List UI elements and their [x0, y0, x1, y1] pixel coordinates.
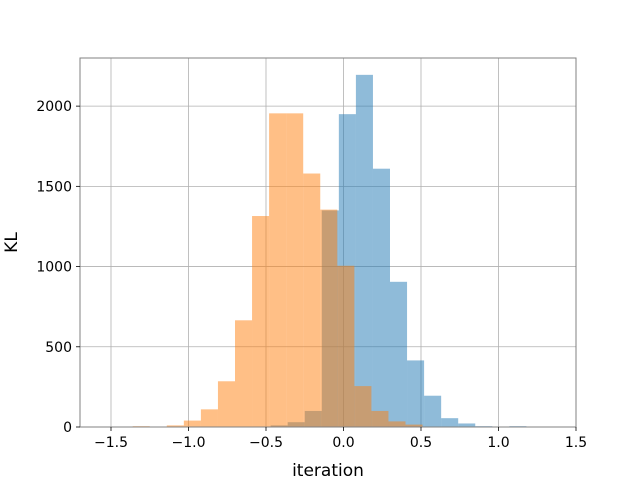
x-tick-label: −1.5	[94, 435, 128, 451]
histogram-bar-series-1	[390, 281, 408, 427]
histogram-bar-series-2	[337, 265, 355, 427]
x-tick-label: −0.5	[249, 435, 283, 451]
histogram-bar-series-1	[355, 74, 373, 428]
histogram-bar-series-2	[371, 410, 389, 427]
y-tick-label: 500	[45, 340, 72, 356]
x-tick-label: 0.0	[332, 435, 354, 451]
y-tick-label: 1000	[36, 260, 72, 276]
histogram-bar-series-2	[252, 216, 270, 427]
histogram-bar-series-2	[388, 421, 406, 427]
histogram-bar-series-2	[235, 320, 253, 427]
histogram-bar-series-1	[407, 360, 425, 427]
histogram-bar-series-1	[372, 168, 390, 427]
histogram-bar-series-2	[183, 420, 201, 427]
y-tick-label: 0	[63, 420, 72, 436]
histogram-bars	[132, 74, 527, 428]
histogram-bar-series-1	[458, 423, 476, 427]
histogram-bar-series-2	[354, 386, 372, 427]
histogram-bar-series-1	[441, 418, 459, 427]
axes-frame	[79, 57, 577, 428]
histogram-bar-series-2	[269, 113, 287, 427]
x-tick-label: −1.0	[172, 435, 206, 451]
histogram-bar-series-2	[217, 381, 235, 427]
y-axis-ticks: 0 500 1000 1500 2000	[36, 99, 80, 436]
x-tick-label: 1.5	[565, 435, 587, 451]
histogram-bar-series-2	[405, 424, 423, 427]
y-tick-label: 1500	[36, 179, 72, 195]
histogram-bar-series-2	[303, 173, 321, 427]
x-axis-ticks: −1.5 −1.0 −0.5 0.0 0.5 1.0 1.5	[94, 427, 587, 451]
histogram-bar-series-1	[424, 395, 442, 427]
x-tick-label: 1.0	[487, 435, 509, 451]
histogram-bar-series-2	[320, 209, 338, 427]
histogram-bar-series-2	[200, 409, 218, 427]
y-tick-label: 2000	[36, 99, 72, 115]
y-axis-label: KL	[2, 232, 22, 253]
histogram-bar-series-2	[286, 113, 304, 427]
histogram-bar-series-2	[166, 425, 184, 427]
x-tick-label: 0.5	[410, 435, 432, 451]
x-axis-label: iteration	[292, 461, 364, 480]
